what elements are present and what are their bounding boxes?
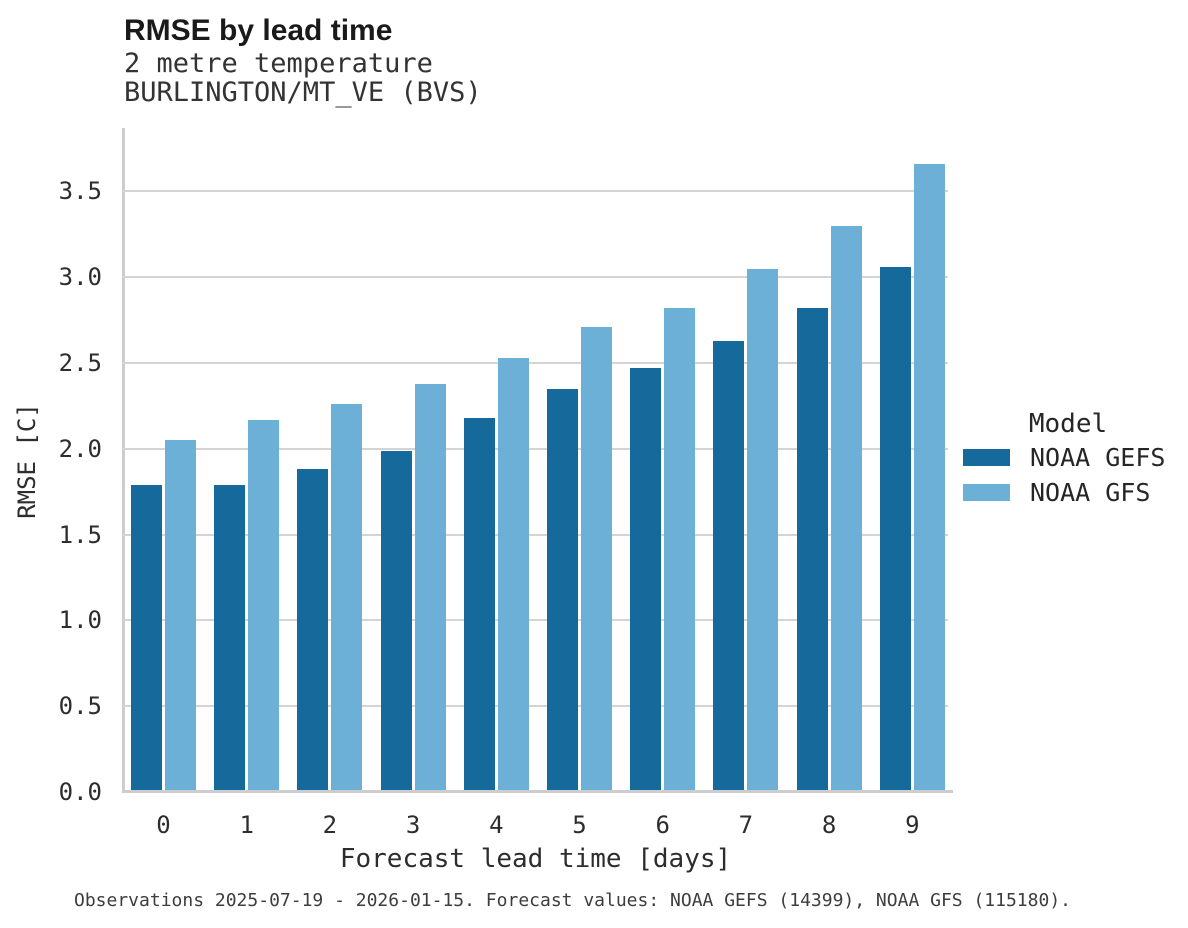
bar-noaa-gfs-day6 xyxy=(664,308,696,792)
y-tick-label-3.5: 3.5 xyxy=(58,177,102,206)
x-tick-label-8: 8 xyxy=(821,811,837,839)
y-tick-label-2.5: 2.5 xyxy=(58,349,102,378)
bar-noaa-gefs-day8 xyxy=(796,308,828,792)
y-tick-label-1.5: 1.5 xyxy=(58,520,102,549)
x-tick-label-5: 5 xyxy=(572,811,587,839)
legend-label-noaa-gfs: NOAA GFS xyxy=(1030,478,1151,507)
caption-note: Observations 2025-07-19 - 2026-01-15. Fo… xyxy=(74,890,1071,911)
x-axis-spine xyxy=(122,790,953,793)
bar-noaa-gefs-day7 xyxy=(713,340,745,792)
x-tick-label-1: 1 xyxy=(239,811,254,839)
bar-noaa-gefs-day2 xyxy=(297,469,329,792)
bar-noaa-gfs-day5 xyxy=(581,327,612,792)
gridline-2.5 xyxy=(123,362,948,365)
bar-noaa-gefs-day0 xyxy=(131,484,162,792)
legend-row-gefs: NOAA GEFS xyxy=(963,440,1173,475)
bar-noaa-gefs-day5 xyxy=(547,388,578,792)
chart-header: RMSE by lead time 2 metre temperature BU… xyxy=(124,13,482,107)
gridline-1.5 xyxy=(123,533,948,536)
y-tick-label-1.0: 1.0 xyxy=(58,606,102,635)
x-tick-label-3: 3 xyxy=(405,811,421,839)
chart-subtitle-variable: 2 metre temperature xyxy=(124,48,433,79)
bar-noaa-gfs-day8 xyxy=(830,225,862,792)
bar-noaa-gefs-day9 xyxy=(879,266,911,792)
x-tick-label-9: 9 xyxy=(905,811,920,839)
bar-noaa-gefs-day3 xyxy=(380,450,412,792)
bar-noaa-gfs-day1 xyxy=(248,419,280,792)
legend-swatch-noaa-gefs xyxy=(963,449,1010,466)
bar-noaa-gfs-day0 xyxy=(165,440,196,792)
bar-noaa-gefs-day6 xyxy=(630,368,662,792)
gridline-1.0 xyxy=(123,619,948,622)
legend-row-gfs: NOAA GFS xyxy=(963,475,1173,510)
y-axis-spine xyxy=(122,128,125,792)
y-tick-label-0.0: 0.0 xyxy=(58,778,102,806)
x-tick-label-6: 6 xyxy=(655,811,670,839)
plot-area xyxy=(123,128,948,792)
bar-noaa-gfs-day4 xyxy=(497,357,529,792)
bar-noaa-gefs-day1 xyxy=(214,484,246,792)
bar-noaa-gfs-day3 xyxy=(414,383,446,792)
gridline-0.5 xyxy=(123,705,948,708)
bar-noaa-gfs-day7 xyxy=(747,268,779,792)
gridline-2.0 xyxy=(123,447,948,450)
chart-title: RMSE by lead time xyxy=(124,14,393,47)
y-tick-label-2.0: 2.0 xyxy=(58,434,102,463)
legend-swatch-noaa-gfs xyxy=(963,484,1010,501)
y-tick-label-3.0: 3.0 xyxy=(58,263,102,292)
x-tick-label-2: 2 xyxy=(322,811,338,839)
legend: Model NOAA GEFS NOAA GFS xyxy=(963,408,1173,510)
gridline-3.0 xyxy=(123,276,948,279)
x-tick-label-0: 0 xyxy=(156,811,171,839)
legend-title: Model xyxy=(1028,409,1108,439)
bar-noaa-gfs-day9 xyxy=(913,164,945,792)
gridline-3.5 xyxy=(123,190,948,193)
bar-noaa-gefs-day4 xyxy=(463,417,495,792)
legend-label-noaa-gefs: NOAA GEFS xyxy=(1030,443,1166,472)
x-axis-title: Forecast lead time [days] xyxy=(339,844,732,874)
y-tick-label-0.5: 0.5 xyxy=(58,692,102,721)
bar-noaa-gfs-day2 xyxy=(331,404,363,792)
chart-subtitle-station: BURLINGTON/MT_VE (BVS) xyxy=(124,77,482,108)
x-tick-label-4: 4 xyxy=(489,811,504,839)
x-tick-label-7: 7 xyxy=(738,811,754,839)
